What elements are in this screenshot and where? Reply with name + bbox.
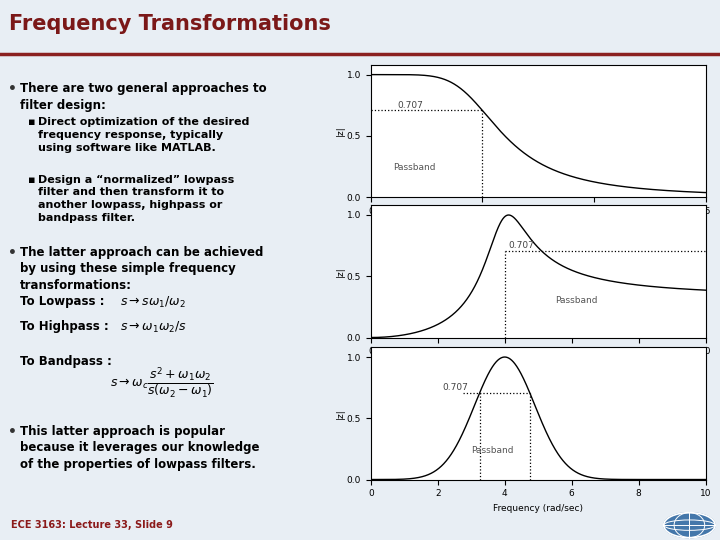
Text: ▪: ▪ xyxy=(28,118,35,127)
Text: ECE 3163: Lecture 33, Slide 9: ECE 3163: Lecture 33, Slide 9 xyxy=(11,520,173,530)
Text: $s \rightarrow \omega_1\omega_2 / s$: $s \rightarrow \omega_1\omega_2 / s$ xyxy=(120,320,187,335)
Text: •: • xyxy=(8,246,17,260)
Text: There are two general approaches to
filter design:: There are two general approaches to filt… xyxy=(20,83,266,112)
Text: To Highpass :: To Highpass : xyxy=(20,320,109,333)
Text: Passband: Passband xyxy=(393,163,436,172)
Text: Direct optimization of the desired
frequency response, typically
using software : Direct optimization of the desired frequ… xyxy=(38,118,249,153)
Text: ▪: ▪ xyxy=(28,174,35,185)
Text: •: • xyxy=(8,425,17,439)
X-axis label: Frequency (Hz): Frequency (Hz) xyxy=(504,221,572,231)
Text: To Bandpass :: To Bandpass : xyxy=(20,355,112,368)
Text: 0.707: 0.707 xyxy=(397,100,423,110)
Y-axis label: |z|: |z| xyxy=(336,408,346,418)
Text: Passband: Passband xyxy=(555,296,598,305)
Text: •: • xyxy=(8,83,17,97)
Text: Passband: Passband xyxy=(472,446,514,455)
X-axis label: Frequency (rad/sec): Frequency (rad/sec) xyxy=(493,362,583,371)
Circle shape xyxy=(664,512,715,538)
Y-axis label: |z|: |z| xyxy=(336,126,346,136)
X-axis label: Frequency (rad/sec): Frequency (rad/sec) xyxy=(493,504,583,513)
Text: 0.707: 0.707 xyxy=(443,383,469,392)
Text: $s \rightarrow \omega_c\dfrac{s^2+\omega_1\omega_2}{s(\omega_2-\omega_1)}$: $s \rightarrow \omega_c\dfrac{s^2+\omega… xyxy=(110,365,214,400)
Text: 0.707: 0.707 xyxy=(508,241,534,250)
Text: This latter approach is popular
because it leverages our knowledge
of the proper: This latter approach is popular because … xyxy=(20,425,259,471)
Text: To Lowpass :: To Lowpass : xyxy=(20,295,104,308)
Text: Frequency Transformations: Frequency Transformations xyxy=(9,14,330,34)
Y-axis label: |z|: |z| xyxy=(336,266,346,276)
Text: Design a “normalized” lowpass
filter and then transform it to
another lowpass, h: Design a “normalized” lowpass filter and… xyxy=(38,174,234,223)
Text: $s \rightarrow s\omega_1 / \omega_2$: $s \rightarrow s\omega_1 / \omega_2$ xyxy=(120,295,186,310)
Text: The latter approach can be achieved
by using these simple frequency
transformati: The latter approach can be achieved by u… xyxy=(20,246,264,292)
